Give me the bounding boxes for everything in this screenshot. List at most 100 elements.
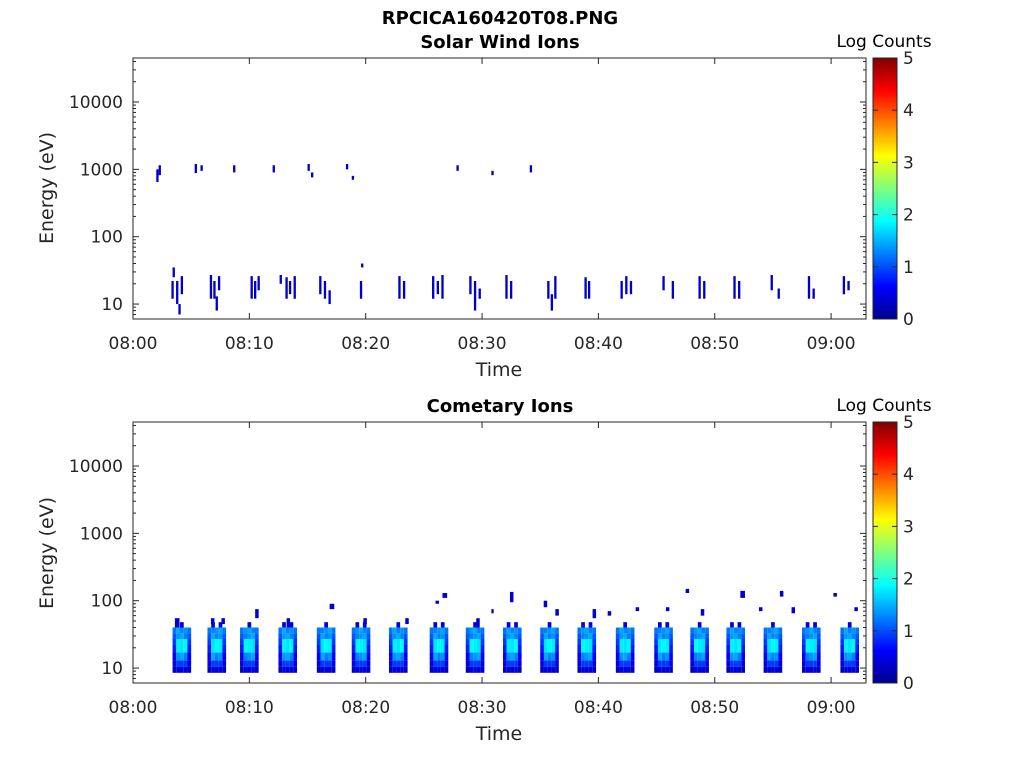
heatmap-cell — [577, 660, 582, 667]
heatmap-cell — [623, 622, 628, 628]
heatmap-cell — [669, 633, 673, 639]
heatmap-cell — [738, 280, 741, 299]
heatmap-cell — [816, 666, 821, 673]
heatmap-cell — [555, 639, 559, 645]
heatmap-cell — [476, 627, 481, 634]
heatmap-cell — [293, 639, 298, 645]
heatmap-cell — [669, 660, 673, 667]
heatmap-cell — [630, 666, 635, 673]
heatmap-cell — [697, 639, 702, 645]
heatmap-cell — [705, 666, 709, 673]
heatmap-cell — [623, 633, 628, 639]
heatmap-cell — [211, 644, 215, 653]
heatmap-cell — [758, 607, 763, 612]
heatmap-cell — [316, 660, 321, 667]
heatmap-cell — [657, 639, 662, 645]
heatmap-cell — [433, 622, 438, 628]
heatmap-cell — [392, 639, 397, 645]
heatmap-cell — [316, 652, 321, 661]
heatmap-cell — [809, 644, 814, 653]
heatmap-cell — [359, 627, 363, 634]
y-tick-label: 100 — [91, 592, 123, 612]
heatmap-cell — [366, 652, 371, 661]
heatmap-cell — [388, 652, 393, 661]
heatmap-cell — [847, 652, 852, 661]
heatmap-cell — [847, 280, 850, 291]
heatmap-cell — [328, 639, 332, 645]
heatmap-cell — [213, 280, 216, 299]
heatmap-cell — [517, 652, 522, 661]
heatmap-cell — [502, 639, 507, 645]
colorbar-gradient — [872, 57, 898, 320]
heatmap-cell — [581, 666, 585, 673]
heatmap-cell — [324, 622, 328, 628]
heatmap-cell — [778, 660, 783, 667]
heatmap-cell — [473, 660, 477, 667]
heatmap-cell — [543, 600, 548, 608]
colorbar: Log Counts 0 1 2 3 4 5 — [836, 32, 931, 330]
heatmap-cell — [778, 666, 783, 673]
panel-title: Cometary Ions — [427, 396, 574, 417]
heatmap-cell — [187, 627, 192, 634]
x-axis-label: Time — [475, 723, 523, 745]
heatmap-cell — [183, 660, 188, 667]
heatmap-cell — [469, 639, 474, 645]
heatmap-cell — [444, 652, 449, 661]
heatmap-cell — [429, 644, 434, 653]
heatmap-cell — [440, 627, 445, 634]
y-tick-label: 10000 — [69, 93, 123, 113]
heatmap-cell — [172, 644, 177, 653]
heatmap-cell — [690, 633, 695, 639]
heatmap-cell — [355, 639, 360, 645]
heatmap-cell — [577, 644, 582, 653]
heatmap-cell — [433, 639, 438, 645]
heatmap-cell — [737, 633, 742, 639]
heatmap-cell — [392, 627, 397, 634]
heatmap-cell — [388, 627, 393, 634]
heatmap-cell — [581, 622, 585, 628]
heatmap-cell — [465, 660, 470, 667]
heatmap-cell — [278, 644, 283, 653]
heatmap-cell — [763, 639, 768, 645]
heatmap-cell — [774, 627, 779, 634]
heatmap-cell — [847, 627, 852, 634]
heatmap-cell — [362, 639, 367, 645]
heatmap-cell — [809, 639, 814, 645]
heatmap-cell — [730, 633, 734, 639]
heatmap-cell — [324, 627, 328, 634]
heatmap-cell — [243, 660, 248, 667]
colorbar-tick-label: 3 — [903, 153, 914, 173]
heatmap-cell — [615, 639, 620, 645]
heatmap-cell — [272, 165, 275, 173]
colorbar-label: Log Counts — [836, 32, 931, 52]
heatmap-cell — [701, 652, 706, 661]
heatmap-cell — [630, 644, 635, 653]
heatmap-cell — [207, 639, 212, 645]
heatmap-cell — [701, 644, 706, 653]
heatmap-cell — [437, 627, 441, 634]
heatmap-cell — [331, 633, 336, 639]
heatmap-cell — [320, 633, 325, 639]
heatmap-cell — [396, 622, 401, 628]
heatmap-cell — [813, 639, 817, 645]
heatmap-cell — [665, 607, 670, 612]
heatmap-cell — [194, 164, 197, 174]
heatmap-cell — [172, 633, 177, 639]
heatmap-cell — [476, 644, 481, 653]
heatmap-cell — [767, 660, 772, 667]
heatmap-cell — [592, 609, 597, 619]
heatmap-cell — [844, 652, 848, 661]
heatmap-cell — [293, 660, 298, 667]
heatmap-cell — [543, 633, 548, 639]
heatmap-cell — [581, 652, 585, 661]
heatmap-cell — [661, 639, 666, 645]
heatmap-cell — [855, 639, 860, 645]
heatmap-cell — [694, 644, 698, 653]
heatmap-cell — [285, 660, 290, 667]
heatmap-cell — [289, 660, 294, 667]
heatmap-cell — [243, 633, 248, 639]
heatmap-cell — [396, 644, 401, 653]
heatmap-cell — [627, 652, 631, 661]
heatmap-cell — [480, 627, 485, 634]
heatmap-cell — [476, 618, 480, 628]
